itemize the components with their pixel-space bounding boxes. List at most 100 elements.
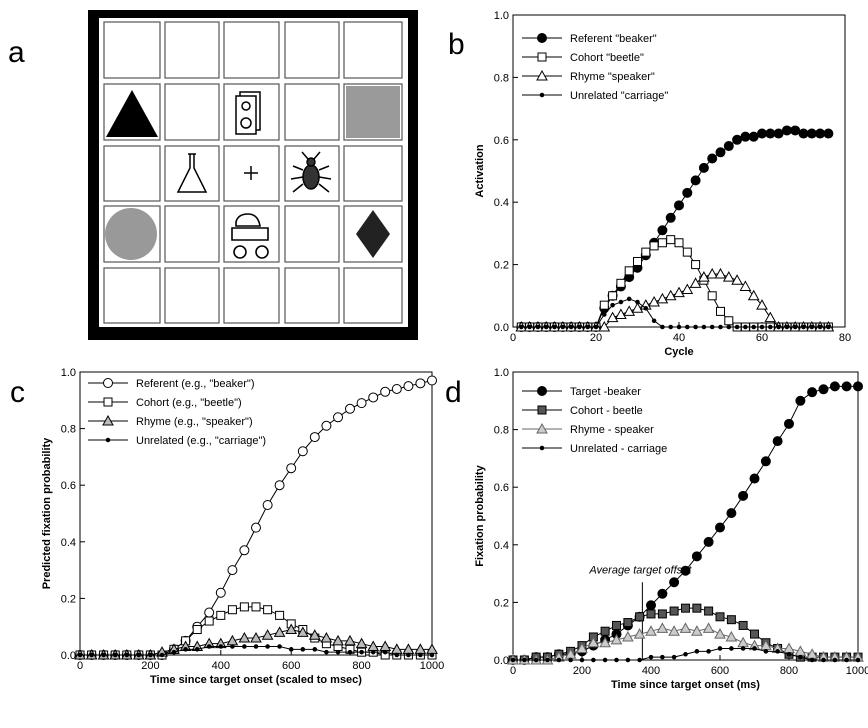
marker (618, 299, 624, 305)
panel-label: c (10, 376, 25, 409)
marker (171, 649, 177, 655)
marker (355, 637, 368, 649)
marker (694, 649, 700, 654)
marker (784, 324, 790, 330)
marker (641, 247, 651, 257)
marker (623, 305, 636, 316)
marker (798, 654, 803, 660)
marker (296, 626, 309, 637)
marker (768, 324, 773, 330)
marker (829, 381, 840, 392)
y-axis-title: Activation (474, 144, 486, 197)
legend-label: Rhyme - speaker (570, 424, 654, 436)
marker (664, 289, 677, 301)
legend-marker (539, 445, 545, 451)
marker (626, 296, 632, 302)
marker (568, 324, 574, 330)
marker (801, 324, 806, 330)
marker (716, 306, 725, 316)
marker (698, 162, 709, 173)
marker (394, 652, 400, 658)
marker (844, 657, 849, 663)
marker (344, 403, 355, 414)
marker (535, 324, 541, 330)
marker (148, 652, 153, 658)
panel-label: a (8, 36, 25, 69)
marker (660, 654, 665, 660)
y-axis-title: Predicted fixation probability (41, 437, 53, 589)
marker (297, 446, 308, 457)
marker (610, 633, 623, 645)
marker (743, 324, 748, 330)
x-tick-label: 0 (510, 332, 516, 344)
legend-marker (103, 397, 113, 407)
marker (598, 320, 611, 332)
marker (786, 651, 792, 657)
marker (251, 522, 261, 533)
panel-label: d (445, 376, 462, 409)
marker (637, 657, 642, 663)
legend-label: Unrelated - carriage (570, 443, 667, 455)
marker (192, 625, 202, 635)
legend-label: Rhyme (e.g., "speaker") (136, 416, 253, 428)
marker (760, 456, 771, 467)
marker (726, 324, 732, 330)
marker (821, 657, 826, 663)
marker (756, 299, 768, 310)
marker (749, 473, 760, 484)
marker (612, 620, 621, 630)
marker (101, 652, 106, 658)
x-axis-title: Time since target onset (scaled to msec) (150, 674, 362, 686)
marker (265, 644, 270, 649)
marker (312, 647, 318, 652)
marker (368, 392, 379, 403)
marker (773, 128, 784, 139)
y-tick-label: 0.0 (61, 650, 76, 662)
marker (815, 128, 826, 139)
marker (657, 225, 668, 236)
marker (239, 602, 249, 612)
marker (668, 324, 674, 330)
marker (693, 324, 698, 330)
marker (657, 609, 667, 619)
marker (624, 266, 634, 276)
marker (757, 128, 767, 139)
marker (635, 299, 640, 305)
marker (715, 147, 726, 158)
marker (344, 634, 356, 646)
marker (656, 622, 669, 633)
marker (665, 212, 676, 223)
legend-marker (537, 405, 547, 415)
marker (763, 649, 769, 654)
marker (673, 286, 685, 298)
marker (608, 291, 618, 301)
marker (579, 657, 585, 663)
marker (691, 260, 701, 270)
x-tick-label: 600 (711, 665, 729, 677)
marker (683, 651, 688, 657)
marker (809, 657, 815, 663)
marker (737, 636, 749, 648)
marker (333, 412, 344, 423)
marker (560, 324, 566, 330)
x-tick-label: 800 (352, 660, 370, 672)
plot-frame (512, 14, 846, 328)
marker (676, 324, 682, 330)
legend-label: Cohort (e.g., "beetle") (136, 397, 242, 409)
marker (250, 631, 262, 643)
marker (715, 612, 725, 622)
marker (681, 283, 694, 295)
marker (261, 629, 274, 640)
marker (543, 324, 549, 330)
marker (660, 324, 665, 330)
marker (227, 605, 237, 615)
y-tick-label: 0.6 (61, 480, 76, 492)
marker (533, 657, 539, 663)
y-tick-label: 1.0 (61, 367, 76, 379)
marker (717, 646, 723, 651)
marker (370, 649, 376, 655)
panel-label: b (448, 28, 465, 61)
marker (855, 657, 861, 663)
marker (593, 324, 599, 330)
